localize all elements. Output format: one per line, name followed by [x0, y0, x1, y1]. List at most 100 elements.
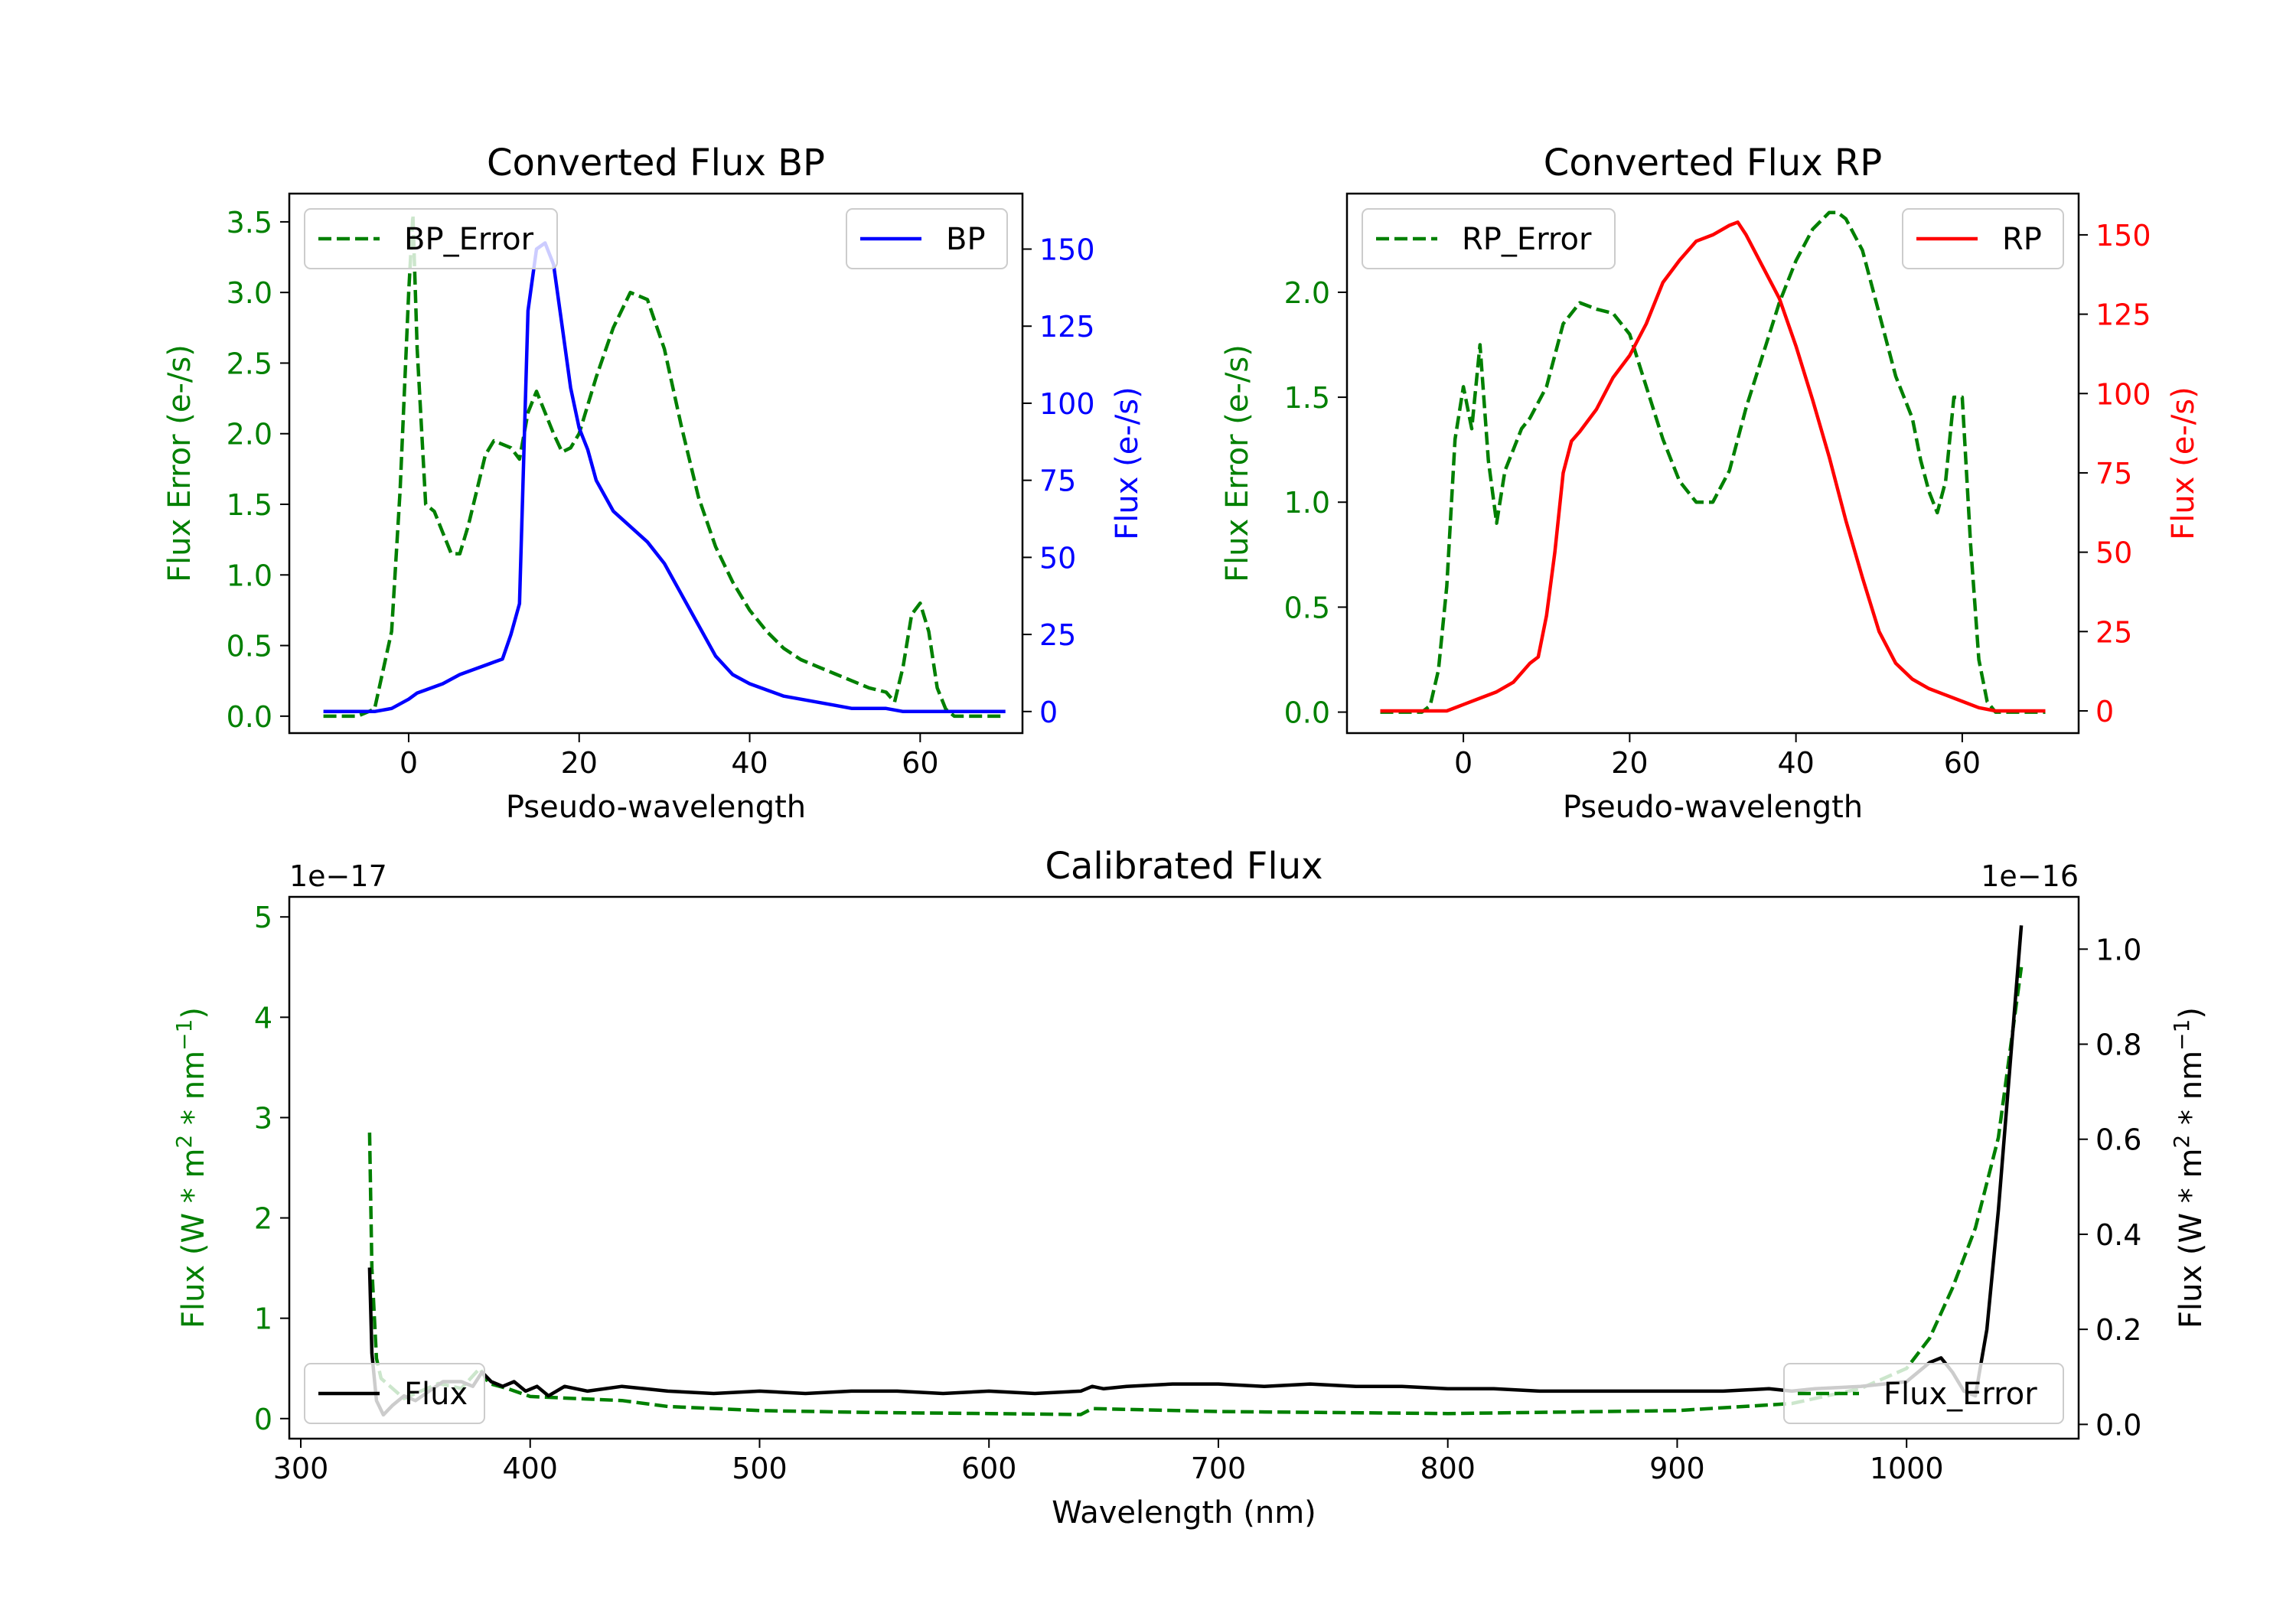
- legend-box: [1783, 1363, 2064, 1424]
- x-tick-label: 40: [1777, 746, 1814, 780]
- y-left-tick-label: 5: [254, 901, 272, 934]
- chart-title: Converted Flux BP: [487, 142, 825, 184]
- y-right-tick-label: 0: [2095, 695, 2114, 729]
- x-tick-label: 0: [400, 746, 418, 780]
- y-left-tick-label: 0.0: [227, 700, 272, 734]
- x-tick-label: 400: [502, 1452, 558, 1485]
- x-tick-label: 60: [902, 746, 938, 780]
- label-part: ): [2174, 1007, 2209, 1019]
- chart-title: Converted Flux RP: [1544, 142, 1882, 184]
- y-right-axis-label: Flux (e-/s): [1110, 386, 1145, 539]
- superscript: −1: [2169, 1019, 2194, 1051]
- y-left-tick-label: 4: [254, 1001, 272, 1035]
- x-tick-label: 300: [273, 1452, 329, 1485]
- legend-box: [304, 208, 558, 269]
- y-left-tick-label: 2.0: [227, 418, 272, 451]
- chart-title: Calibrated Flux: [1045, 845, 1322, 888]
- y-left-axis-label: Flux (W * m2 * nm−1): [171, 1007, 212, 1328]
- y-right-tick-label: 50: [1039, 541, 1076, 575]
- legend-rp: RP: [1902, 208, 2064, 269]
- x-tick-label: 20: [561, 746, 598, 780]
- label-part: Flux (W * m: [2174, 1149, 2209, 1328]
- legend-box: [1902, 208, 2064, 269]
- y-right-tick-label: 0: [1039, 696, 1058, 729]
- legend-rp-error: RP_Error: [1362, 208, 1616, 269]
- x-tick-label: 60: [1944, 746, 1981, 780]
- y-left-tick-label: 2.0: [1284, 276, 1330, 310]
- y-left-offset-label: 1e−17: [289, 859, 387, 893]
- y-right-tick-label: 0.8: [2095, 1028, 2141, 1062]
- y-left-tick-label: 3.0: [227, 276, 272, 310]
- x-tick-label: 20: [1611, 746, 1648, 780]
- y-right-tick-label: 0.4: [2095, 1218, 2141, 1252]
- legend-label: RP: [2002, 222, 2042, 257]
- y-left-tick-label: 2.5: [227, 347, 272, 380]
- y-right-offset-label: 1e−16: [1981, 859, 2079, 893]
- y-left-tick-label: 1.0: [1284, 486, 1330, 520]
- x-tick-label: 500: [732, 1452, 788, 1485]
- series-line-rp-error: [1380, 210, 2046, 714]
- y-left-tick-label: 0.0: [1284, 696, 1330, 730]
- legend-box: [1362, 208, 1616, 269]
- chart-converted-flux-bp: 0 20 40 60 0.0 0.5 1.0 1.5 2.0 2.5 3.0 3.5 0 25 50 75 10…: [162, 142, 1145, 825]
- legend-box: [304, 1363, 485, 1424]
- x-axis-label: Pseudo-wavelength: [1563, 790, 1863, 825]
- x-tick-label: 700: [1191, 1452, 1247, 1485]
- x-tick-label: 1000: [1870, 1452, 1944, 1485]
- x-tick-label: 600: [961, 1452, 1017, 1485]
- y-right-tick-label: 1.0: [2095, 933, 2141, 966]
- series-line-rp: [1380, 220, 2046, 713]
- y-left-axis-label: Flux Error (e-/s): [162, 344, 197, 582]
- x-axis-label: Wavelength (nm): [1052, 1495, 1316, 1530]
- legend-bp-error: BP_Error: [304, 208, 558, 269]
- y-right-tick-label: 0.0: [2095, 1408, 2141, 1442]
- y-right-tick-label: 50: [2095, 536, 2132, 570]
- series-line-bp: [323, 241, 1006, 714]
- y-left-tick-label: 1.5: [227, 488, 272, 522]
- y-right-tick-label: 75: [2095, 457, 2132, 491]
- x-tick-label: 0: [1454, 746, 1473, 780]
- legend-label: RP_Error: [1462, 222, 1592, 257]
- series-line-bp-error: [323, 213, 1006, 719]
- y-left-tick-label: 3: [254, 1101, 272, 1135]
- y-left-tick-label: 0.5: [227, 630, 272, 663]
- y-right-tick-label: 150: [1039, 233, 1095, 267]
- legend-flux-error: Flux_Error: [1783, 1363, 2064, 1424]
- legend-box: [846, 208, 1008, 269]
- label-part: * nm: [176, 1051, 211, 1135]
- legend-bp: BP: [846, 208, 1008, 269]
- y-right-tick-label: 150: [2095, 219, 2151, 253]
- y-right-tick-label: 75: [1039, 464, 1076, 498]
- y-right-tick-label: 125: [1039, 310, 1095, 344]
- superscript: −1: [171, 1019, 197, 1051]
- label-part: * nm: [2174, 1051, 2209, 1135]
- y-left-tick-label: 1: [254, 1302, 272, 1336]
- y-right-tick-label: 0.2: [2095, 1313, 2141, 1347]
- y-right-tick-label: 0.6: [2095, 1123, 2141, 1157]
- legend-label: Flux_Error: [1883, 1377, 2037, 1412]
- axes-frame: [288, 192, 1024, 735]
- legend-label: BP_Error: [404, 222, 534, 257]
- y-right-tick-label: 125: [2095, 298, 2151, 332]
- y-right-tick-label: 25: [1039, 618, 1076, 652]
- x-tick-label: 900: [1649, 1452, 1705, 1485]
- label-part: ): [176, 1007, 211, 1019]
- legend-label: Flux: [404, 1377, 468, 1412]
- y-right-tick-label: 100: [2095, 377, 2151, 411]
- y-left-tick-label: 1.5: [1284, 381, 1330, 415]
- y-left-tick-label: 3.5: [227, 206, 272, 240]
- legend-flux: Flux: [304, 1363, 485, 1424]
- chart-calibrated-flux: 300 400 500 600 700 800 900 1000 0 1 2 3 4 5 0.0 0.2 0.4…: [171, 845, 2210, 1530]
- x-tick-label: 800: [1420, 1452, 1476, 1485]
- y-right-axis-label: Flux (e-/s): [2166, 386, 2201, 539]
- legend-label: BP: [946, 222, 986, 257]
- y-left-tick-label: 2: [254, 1202, 272, 1236]
- y-left-axis-label: Flux Error (e-/s): [1220, 344, 1255, 582]
- y-right-tick-label: 100: [1039, 387, 1095, 421]
- superscript: 2: [171, 1135, 197, 1149]
- label-part: Flux (W * m: [176, 1149, 211, 1328]
- axes-frame: [288, 895, 2080, 1440]
- y-left-tick-label: 0.5: [1284, 591, 1330, 624]
- y-right-axis-label: Flux (W * m2 * nm−1): [2169, 1007, 2210, 1328]
